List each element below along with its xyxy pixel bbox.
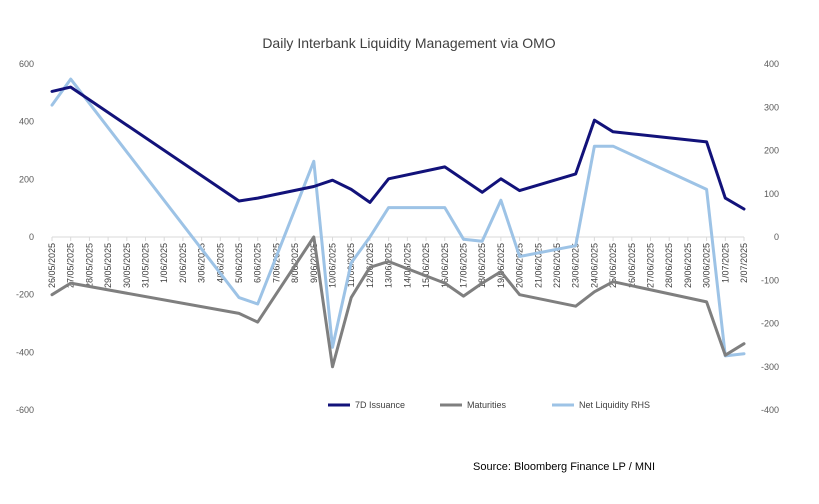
y-tick-label-left: -400 [16, 347, 34, 357]
x-tick-label: 30/06/2025 [702, 243, 712, 288]
x-tick-label: 15/06/2025 [421, 243, 431, 288]
y-tick-label-left: 0 [29, 232, 34, 242]
x-tick-label: 6/06/2025 [253, 243, 263, 283]
x-tick-label: 12/06/2025 [365, 243, 375, 288]
x-tick-label: 1/06/2025 [159, 243, 169, 283]
x-tick-label: 26/06/2025 [627, 243, 637, 288]
y-tick-label-left: -600 [16, 405, 34, 415]
y-tick-label-left: 200 [19, 174, 34, 184]
x-tick-label: 27/06/2025 [645, 243, 655, 288]
y-tick-label-right: 0 [774, 232, 779, 242]
x-tick-label: 13/06/2025 [384, 243, 394, 288]
y-tick-label-right: -200 [761, 319, 779, 329]
y-tick-label-right: -300 [761, 362, 779, 372]
legend: 7D Issuance Maturities Net Liquidity RHS [328, 400, 650, 410]
x-tick-label: 27/05/2025 [66, 243, 76, 288]
y-tick-label-right: 200 [764, 146, 779, 156]
x-tick-label: 17/06/2025 [458, 243, 468, 288]
x-tick-label: 22/06/2025 [552, 243, 562, 288]
series-line-7d-issuance [50, 85, 746, 211]
x-tick-label: 1/07/2025 [720, 243, 730, 283]
series-lines [50, 77, 746, 369]
x-tick-label: 24/06/2025 [589, 243, 599, 288]
y-axis-right: 400 300 200 100 0 -100 -200 -300 -400 [761, 59, 779, 415]
y-tick-label-right: 100 [764, 189, 779, 199]
x-tick-label: 10/06/2025 [328, 243, 338, 288]
x-tick-label: 23/06/2025 [571, 243, 581, 288]
x-tick-label: 7/06/2025 [271, 243, 281, 283]
x-tick-label: 19/06/2025 [496, 243, 506, 288]
x-tick-label: 14/06/2025 [402, 243, 412, 288]
y-tick-label-right: 300 [764, 102, 779, 112]
x-tick-label: 26/05/2025 [47, 243, 57, 288]
y-tick-label-left: 400 [19, 117, 34, 127]
y-axis-left: 600 400 200 0 -200 -400 -600 [16, 59, 34, 415]
x-tick-label: 29/06/2025 [683, 243, 693, 288]
x-tick-label: 28/06/2025 [664, 243, 674, 288]
series-line-net-liquidity-rhs [50, 77, 746, 358]
series-line-maturities [50, 235, 746, 369]
y-tick-label-left: 600 [19, 59, 34, 69]
x-tick-label: 25/06/2025 [608, 243, 618, 288]
x-tick-label: 29/05/2025 [103, 243, 113, 288]
legend-label: Net Liquidity RHS [579, 400, 650, 410]
source-note: Source: Bloomberg Finance LP / MNI [473, 461, 655, 473]
x-tick-label: 31/05/2025 [141, 243, 151, 288]
y-tick-label-right: -100 [761, 275, 779, 285]
legend-label: Maturities [467, 400, 507, 410]
x-tick-label: 2/07/2025 [739, 243, 749, 283]
x-tick-label: 20/06/2025 [515, 243, 525, 288]
x-tick-label: 2/06/2025 [178, 243, 188, 283]
x-tick-label: 5/06/2025 [234, 243, 244, 283]
x-tick-label: 30/05/2025 [122, 243, 132, 288]
x-tick-label: 16/06/2025 [440, 243, 450, 288]
x-axis: 26/05/2025 27/05/2025 28/05/2025 29/05/2025… [47, 243, 749, 288]
x-tick-label: 4/06/2025 [215, 243, 225, 283]
x-tick-label: 21/06/2025 [533, 243, 543, 288]
y-tick-label-right: 400 [764, 59, 779, 69]
legend-label: 7D Issuance [355, 400, 405, 410]
x-tick-label: 9/06/2025 [309, 243, 319, 283]
x-tick-label: 28/05/2025 [84, 243, 94, 288]
y-tick-label-left: -200 [16, 290, 34, 300]
y-tick-label-right: -400 [761, 405, 779, 415]
grid [51, 236, 745, 241]
x-tick-label: 3/06/2025 [197, 243, 207, 283]
x-tick-label: 18/06/2025 [477, 243, 487, 288]
chart-title: Daily Interbank Liquidity Management via… [262, 35, 555, 51]
